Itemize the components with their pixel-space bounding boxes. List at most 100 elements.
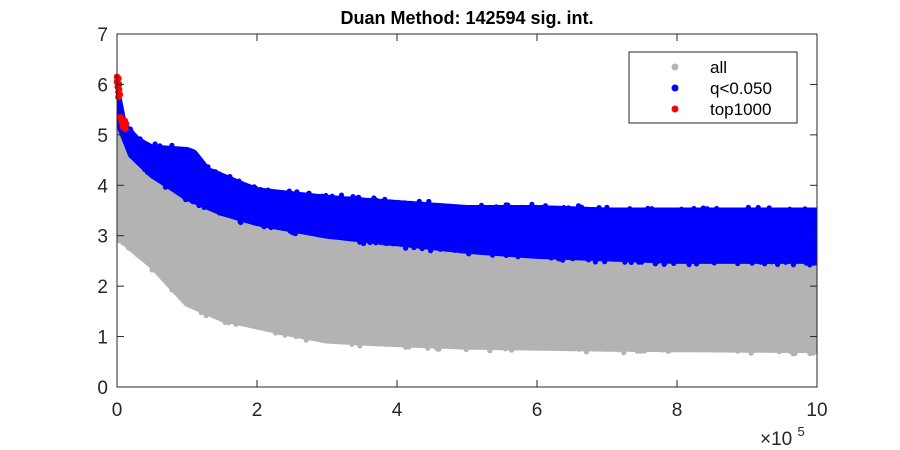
data-point [145,142,151,148]
data-point [378,239,384,246]
x-tick-label: 6 [532,400,543,421]
data-point [198,310,204,316]
data-point [691,205,697,212]
data-point [122,125,129,133]
data-point [457,344,463,350]
data-point [225,320,232,326]
data-point [487,348,493,354]
data-point [426,198,432,205]
data-point [518,204,524,210]
data-point [126,245,132,251]
data-point [775,261,781,267]
data-point [758,259,764,265]
data-point [333,195,339,201]
data-point [722,347,728,353]
data-point [602,259,608,265]
data-point [428,248,434,254]
y-tick-label: 4 [97,176,108,197]
data-point [790,351,796,357]
data-point [570,256,576,262]
data-point [170,286,176,292]
data-point [257,186,263,193]
data-point [382,240,388,246]
data-point [634,348,640,354]
data-point [356,194,362,200]
data-point [406,344,412,350]
chart-title: Duan Method: 142594 sig. int. [340,8,593,28]
data-point [693,261,700,267]
data-point [382,196,388,202]
legend-marker-all [671,63,679,71]
x-tick-label: 10 [806,400,827,421]
data-point [277,330,283,336]
y-tick-label: 1 [97,328,108,349]
data-point [503,252,509,258]
data-point [456,247,462,254]
data-point [743,258,749,264]
x-tick-label: 2 [252,400,263,421]
series-band [117,86,817,264]
data-point [128,128,134,134]
data-point [487,205,493,211]
series-q-significant [117,86,817,268]
data-point [265,187,271,193]
data-point [152,141,158,147]
plot-frame [116,33,818,388]
data-point [122,120,130,128]
data-point [359,236,365,243]
data-point [171,146,177,152]
data-point [509,347,515,353]
data-point [616,347,622,353]
data-point [236,178,242,184]
data-point [749,260,755,266]
x-axis: 0 2 4 6 8 10 [112,34,828,421]
data-point [671,260,677,266]
data-point [237,219,243,225]
data-point [802,206,808,212]
data-point [306,190,312,196]
legend-label-top1000: top1000 [710,100,771,119]
data-point [115,75,122,82]
data-point [711,260,717,266]
x-axis-multiplier: ×10 5 [760,424,805,450]
data-point [745,204,752,210]
data-point [116,91,124,98]
data-point [401,200,408,206]
data-point [636,259,642,265]
legend-label-all: all [710,58,727,77]
y-tick-label: 3 [97,227,108,248]
data-point [349,341,355,347]
data-point [700,205,706,211]
data-point [282,332,288,338]
data-point [452,247,458,253]
x-multiplier-exponent: 5 [798,424,805,439]
data-point [216,171,223,177]
data-point [642,348,648,354]
data-point [117,238,123,244]
x-tick-label: 8 [672,400,683,421]
data-point [611,207,617,213]
data-point [416,198,422,204]
y-tick-label: 2 [97,277,108,298]
data-point [181,194,187,200]
data-point [251,184,257,190]
data-point [622,259,628,265]
data-point [715,207,721,213]
data-point [137,136,143,142]
legend-marker-top1000 [671,105,679,113]
data-point [786,207,793,213]
data-point [604,204,610,210]
y-tick-label: 5 [97,126,108,147]
data-point [660,347,666,353]
data-point [233,321,239,327]
data-point [350,194,356,200]
data-point [605,346,611,352]
legend-label-q: q<0.050 [710,79,772,98]
data-point [502,346,509,352]
data-point [177,294,183,301]
data-point [628,259,634,265]
data-point [783,259,789,265]
data-point [419,245,425,252]
data-point [661,261,668,267]
